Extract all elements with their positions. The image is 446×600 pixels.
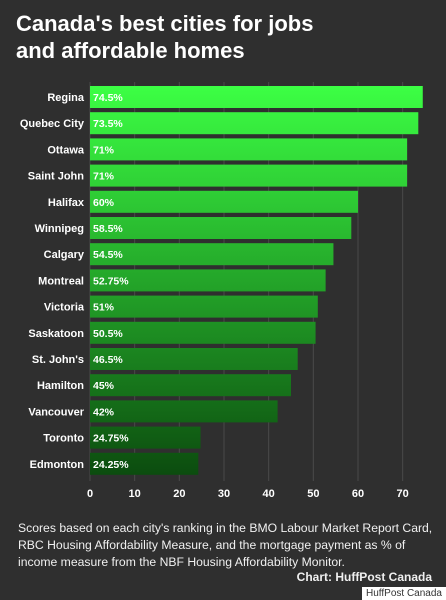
bar (90, 400, 278, 423)
bar (90, 321, 316, 344)
category-label: Edmonton (30, 459, 85, 471)
x-tick-label: 70 (397, 488, 409, 500)
x-tick-label: 10 (129, 488, 141, 500)
x-tick-label: 30 (218, 488, 230, 500)
value-label: 51% (93, 302, 115, 314)
bar-chart: Regina 74.5% Quebec City 73.5% Ottawa 71% Sain… (20, 82, 423, 500)
x-tick-label: 20 (173, 488, 185, 500)
category-label: Hamilton (37, 380, 84, 392)
bar (90, 243, 334, 266)
category-label: Calgary (44, 249, 85, 261)
title-line-1: Canada's best cities for jobs (16, 11, 314, 36)
value-label: 71% (93, 171, 115, 183)
x-tick-label: 40 (263, 488, 275, 500)
category-label: Montreal (38, 275, 84, 287)
bar (90, 138, 408, 161)
bar (90, 452, 199, 475)
value-label: 54.5% (93, 249, 123, 261)
bar (90, 295, 318, 318)
watermark: HuffPost Canada (362, 587, 446, 600)
category-label: Saint John (28, 171, 85, 183)
chart-title: Canada's best cities for jobs and afford… (16, 10, 436, 64)
value-label: 73.5% (93, 118, 123, 130)
category-label: Ottawa (47, 144, 85, 156)
bar (90, 374, 291, 397)
value-label: 71% (93, 144, 115, 156)
bar (90, 217, 352, 239)
bar (90, 112, 419, 135)
category-label: Vancouver (28, 406, 84, 418)
bar (90, 348, 298, 370)
chart-credit: Chart: HuffPost Canada (296, 570, 432, 584)
x-tick-label: 0 (87, 488, 93, 500)
bar (90, 86, 423, 108)
category-label: Toronto (43, 433, 84, 445)
chart-caption: Scores based on each city's ranking in t… (18, 521, 433, 569)
category-label: Regina (47, 92, 85, 104)
title-line-2: and affordable homes (16, 38, 245, 63)
value-label: 24.25% (93, 459, 129, 471)
value-label: 46.5% (93, 354, 123, 366)
value-label: 42% (93, 406, 115, 418)
value-label: 45% (93, 380, 115, 392)
value-label: 50.5% (93, 328, 123, 340)
value-label: 24.75% (93, 433, 129, 445)
category-label: St. John's (32, 354, 84, 366)
x-tick-label: 50 (307, 488, 319, 500)
bar (90, 269, 326, 292)
value-label: 60% (93, 197, 115, 209)
bar (90, 164, 408, 187)
x-axis-ticks: 0 10 20 30 40 50 60 70 (87, 488, 409, 500)
x-tick-label: 60 (352, 488, 364, 500)
value-label: 74.5% (93, 92, 123, 104)
bar (90, 190, 358, 213)
value-label: 52.75% (93, 275, 129, 287)
category-label: Saskatoon (28, 328, 84, 340)
value-label: 58.5% (93, 223, 123, 235)
category-label: Winnipeg (35, 223, 84, 235)
category-label: Halifax (48, 197, 85, 209)
bar (90, 426, 201, 449)
category-label: Quebec City (20, 118, 85, 130)
category-label: Victoria (44, 302, 85, 314)
bars: Regina 74.5% Quebec City 73.5% Ottawa 71% Sain… (20, 86, 423, 475)
